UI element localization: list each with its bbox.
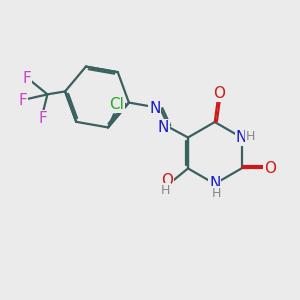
Text: F: F (19, 93, 27, 108)
Text: H: H (246, 130, 255, 142)
Text: N: N (158, 120, 169, 135)
Text: N: N (236, 130, 247, 145)
Text: F: F (39, 111, 47, 126)
Text: H: H (212, 187, 221, 200)
Text: Cl: Cl (110, 97, 124, 112)
Text: N: N (149, 100, 160, 116)
Text: F: F (22, 71, 31, 86)
Text: O: O (264, 161, 276, 176)
Text: O: O (213, 86, 225, 101)
Text: O: O (161, 173, 173, 188)
Text: H: H (160, 184, 170, 197)
Text: N: N (209, 176, 220, 191)
